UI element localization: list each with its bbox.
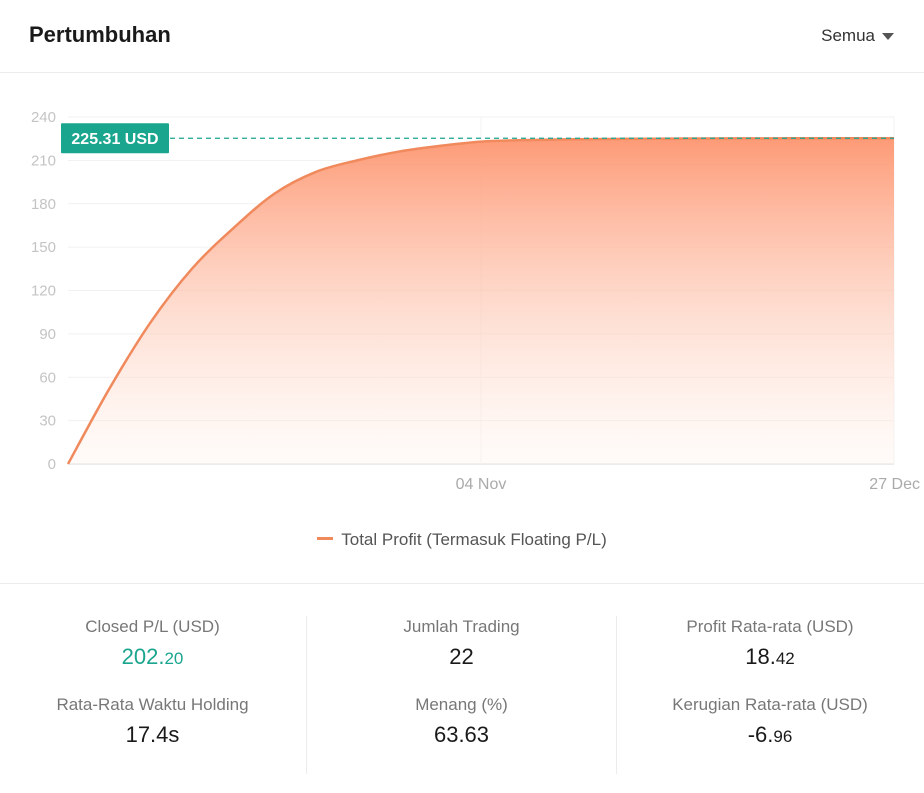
stat-value-int: 202. [121,644,165,669]
stat-value: 17.4s [125,722,180,747]
x-tick-label: 27 Dec [869,476,920,493]
current-value-badge [61,123,169,154]
stat-value: 22 [449,644,474,669]
y-tick-label: 210 [31,152,56,169]
period-filter-label: Semua [821,26,875,45]
stat-value-dec: 42 [775,649,795,668]
caret-down-icon [882,32,894,40]
stat-avg-profit: Profit Rata-rata (USD) 18.42 [616,616,924,694]
stat-label: Rata-Rata Waktu Holding [56,695,249,714]
stat-value: 63.63 [433,722,490,747]
stat-value: 202.20 [0,644,305,672]
panel-header: Pertumbuhan Semua [0,0,924,73]
current-value-label: 225.31 USD [71,131,158,148]
stat-avg-holding: Rata-Rata Waktu Holding 17.4s [0,694,305,772]
stat-value: 18.42 [616,644,924,672]
y-tick-label: 0 [48,456,56,473]
stats-column-1: Closed P/L (USD) 202.20 Rata-Rata Waktu … [0,616,305,774]
series-area-fill [68,138,894,464]
stat-label: Profit Rata-rata (USD) [686,617,854,636]
stat-value-int: 18. [745,644,776,669]
y-tick-label: 180 [31,196,56,213]
stat-avg-loss: Kerugian Rata-rata (USD) -6.96 [616,694,924,772]
y-tick-label: 60 [39,369,56,386]
stat-win-pct: Menang (%) 63.63 [307,694,616,772]
legend-swatch [317,537,334,541]
y-tick-label: 30 [39,413,56,430]
stats-column-2: Jumlah Trading 22 Menang (%) 63.63 [306,616,617,774]
page-title: Pertumbuhan [29,22,171,47]
stat-trades: Jumlah Trading 22 [307,616,616,694]
chart-area [66,136,895,465]
y-tick-label: 90 [39,326,56,343]
stats-column-3: Profit Rata-rata (USD) 18.42 Kerugian Ra… [616,616,924,774]
series-line [66,136,895,465]
current-value-marker: 225.31 USD [61,123,894,154]
stat-value-dec: 96 [773,727,793,746]
stats-divider [0,583,924,584]
legend-label: Total Profit (Termasuk Floating P/L) [341,530,607,549]
growth-chart: 0 30 60 90 120 150 180 210 240 04 Nov 27 Dec 225.… [31,109,920,493]
stat-closed-pl: Closed P/L (USD) 202.20 [0,616,305,694]
stat-value: -6.96 [616,722,924,750]
stat-label: Menang (%) [415,695,508,714]
stats-panel: Closed P/L (USD) 202.20 Rata-Rata Waktu … [0,584,924,793]
stat-label: Jumlah Trading [403,617,520,636]
stat-value-int: -6. [747,722,774,747]
stat-label: Kerugian Rata-rata (USD) [672,695,868,714]
stat-label: Closed P/L (USD) [85,617,220,636]
x-axis: 04 Nov 27 Dec [456,476,920,493]
stat-value-dec: 20 [164,649,184,668]
y-tick-label: 120 [31,283,56,300]
y-tick-label: 150 [31,239,56,256]
y-axis: 0 30 60 90 120 150 180 210 240 [31,109,56,473]
chart-legend[interactable]: Total Profit (Termasuk Floating P/L) [0,530,924,550]
y-tick-label: 240 [31,109,56,126]
period-filter-dropdown[interactable]: Semua [821,26,894,46]
x-tick-label: 04 Nov [456,476,507,493]
